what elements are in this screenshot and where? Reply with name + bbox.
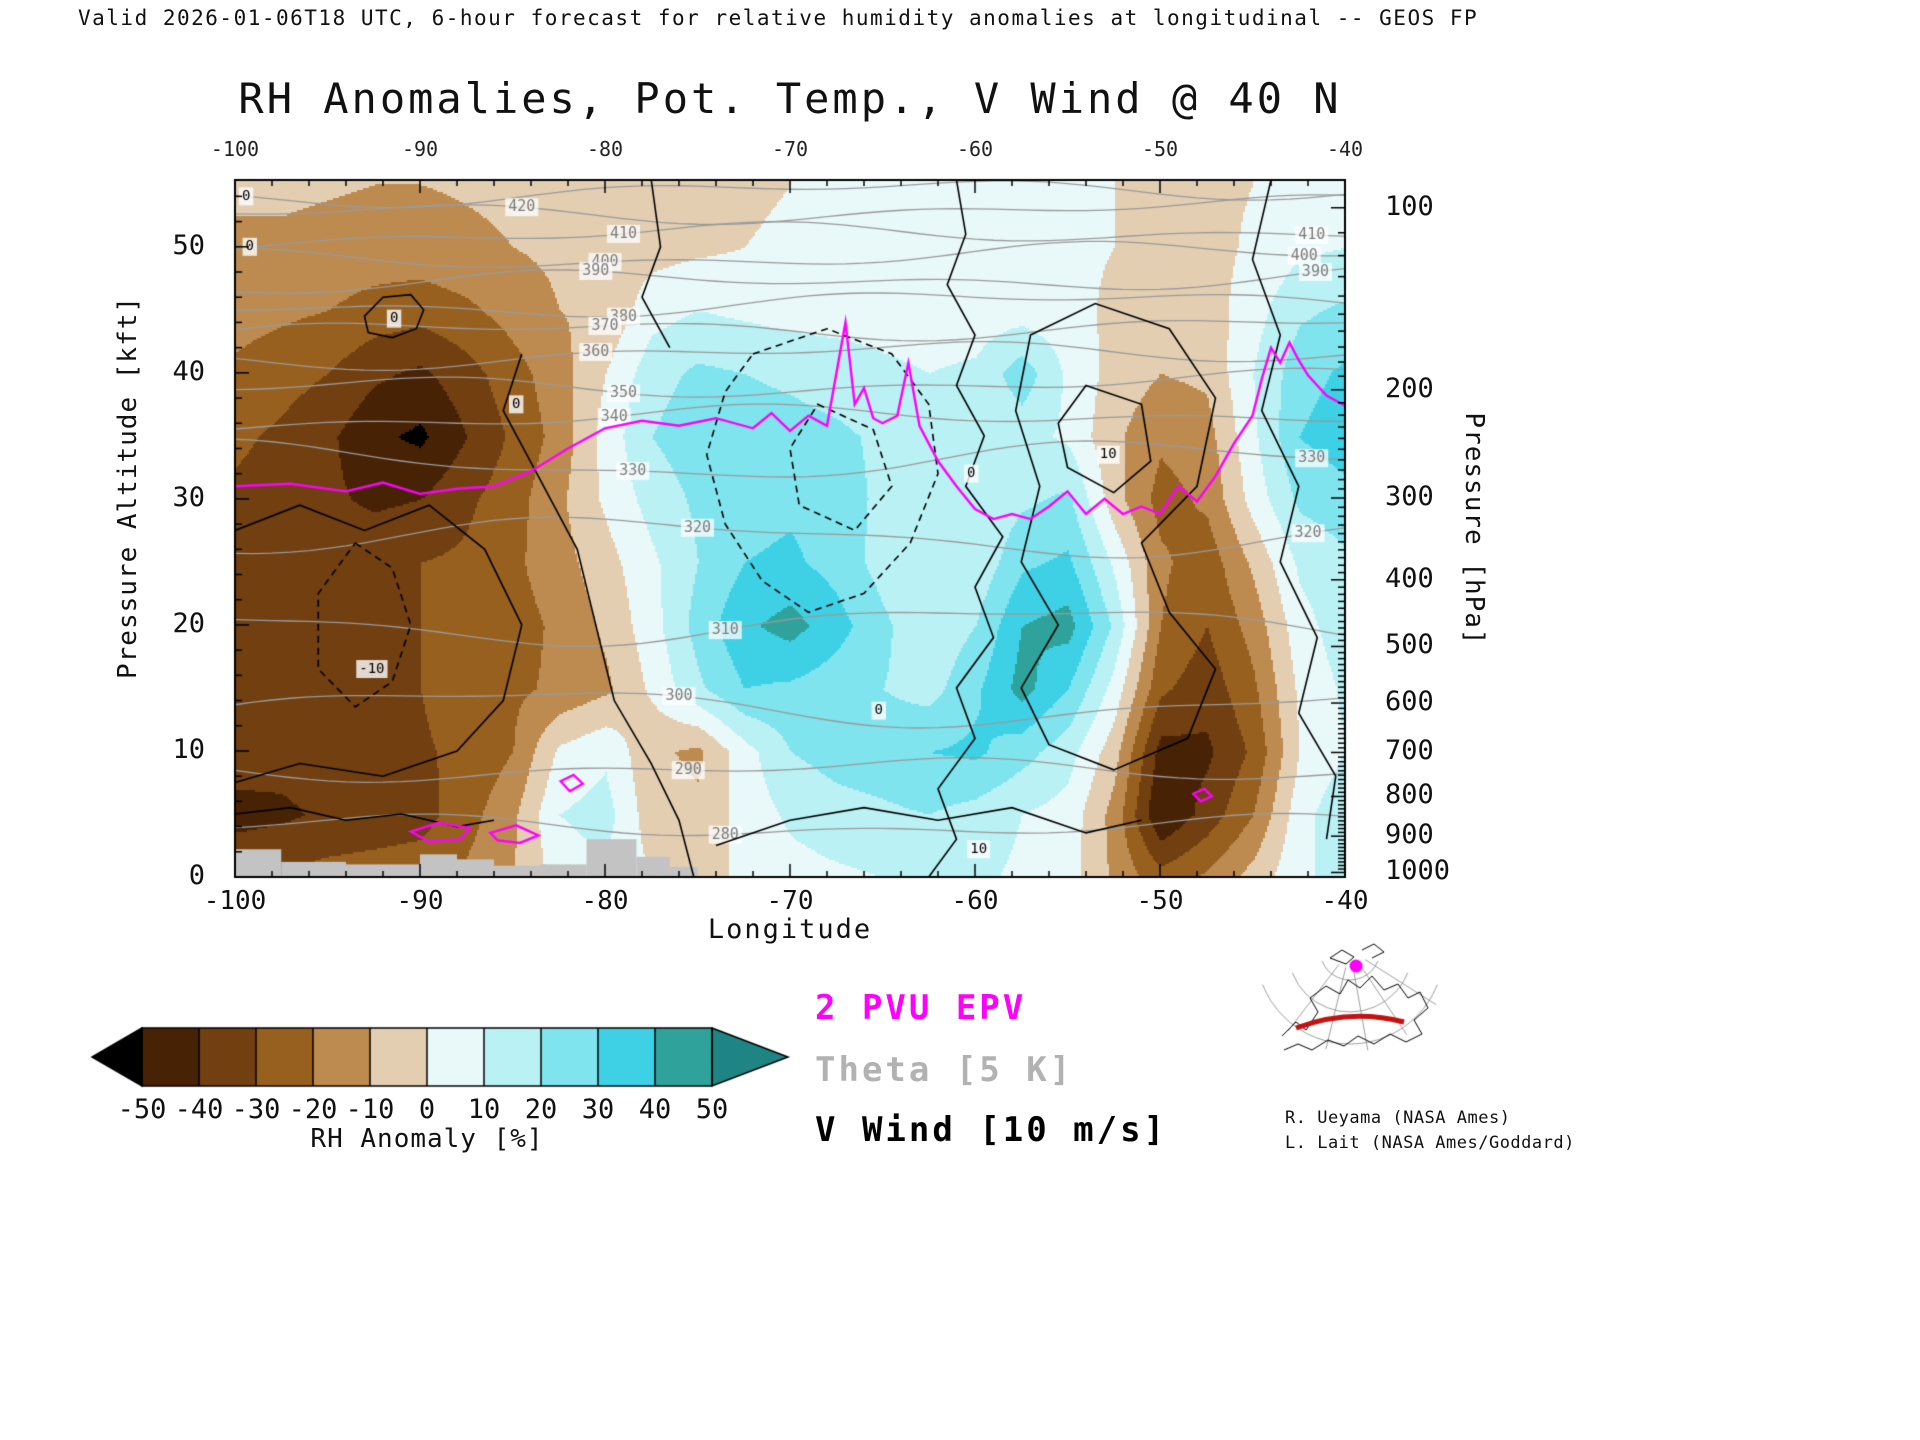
colorbar-tick-label: -50 [117,1094,167,1125]
y-right-tick-label: 900 [1385,819,1434,851]
x-top-tick-label: -60 [956,137,994,161]
right-axis-title: Pressure [hPa] [1459,412,1489,646]
x-axis-title: Longitude [707,914,873,945]
x-top-tick-label: -70 [771,137,809,161]
chart-title: RH Anomalies, Pot. Temp., V Wind @ 40 N [238,74,1342,123]
y-left-tick-label: 20 [172,607,205,639]
colorbar-tick-label: -30 [231,1094,281,1125]
x-tick-label: -90 [396,886,444,916]
colorbar-tick-label: 0 [418,1094,436,1125]
x-tick-label: -60 [951,886,999,916]
credit-line-1: R. Ueyama (NASA Ames) [1285,1108,1511,1128]
x-tick-label: -70 [766,886,814,916]
colorbar-tick-label: 20 [524,1094,558,1125]
y-left-tick-label: 10 [172,733,205,765]
colorbar-tick-label: 30 [581,1094,615,1125]
credit-line-2: L. Lait (NASA Ames/Goddard) [1285,1133,1575,1153]
colorbar-title: RH Anomaly [%] [310,1124,544,1154]
x-top-tick-label: -40 [1326,137,1364,161]
y-left-tick-label: 40 [172,355,205,387]
x-tick-label: -100 [203,886,267,916]
legend-epv-label: 2 PVU EPV [815,988,1027,1028]
x-tick-label: -80 [581,886,629,916]
y-left-tick-label: 30 [172,481,205,513]
colorbar-tick-label: 50 [695,1094,729,1125]
x-tick-label: -50 [1136,886,1184,916]
forecast-header: Valid 2026-01-06T18 UTC, 6-hour forecast… [78,6,1479,30]
x-top-tick-label: -80 [586,137,624,161]
x-tick-label: -40 [1321,886,1369,916]
left-axis-title: Pressure Altitude [kft] [113,295,143,679]
legend-theta-label: Theta [5 K] [815,1050,1074,1090]
y-left-tick-label: 50 [172,229,205,261]
legend-vwind-label: V Wind [10 m/s] [815,1110,1168,1150]
y-left-tick-label: 0 [188,860,205,891]
colorbar-tick-label: -40 [174,1094,224,1125]
y-right-tick-label: 300 [1385,480,1434,512]
y-right-tick-label: 1000 [1385,855,1451,887]
colorbar-tick-label: -20 [288,1094,338,1125]
y-right-tick-label: 200 [1385,372,1434,404]
x-top-tick-label: -50 [1141,137,1179,161]
y-right-tick-label: 700 [1385,735,1434,767]
y-right-tick-label: 400 [1385,562,1434,594]
x-top-tick-label: -90 [401,137,439,161]
colorbar-tick-label: 40 [638,1094,672,1125]
y-right-tick-label: 500 [1385,629,1434,661]
y-right-tick-label: 600 [1385,686,1434,718]
colorbar-tick-label: 10 [467,1094,501,1125]
x-top-tick-label: -100 [210,137,260,161]
y-right-tick-label: 100 [1385,190,1434,222]
y-right-tick-label: 800 [1385,779,1434,811]
colorbar-tick-label: -10 [345,1094,395,1125]
